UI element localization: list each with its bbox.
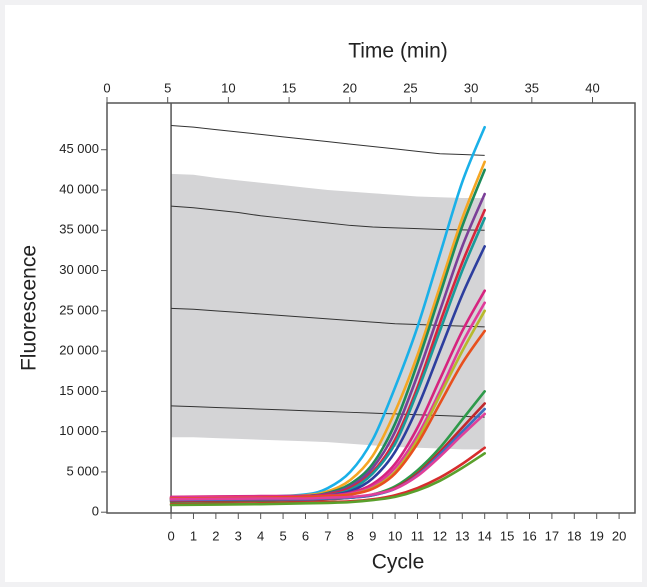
y-tick-label: 45 000	[59, 141, 99, 156]
top-tick-label: 5	[164, 80, 171, 95]
top-tick-label: 10	[221, 80, 235, 95]
y-axis-title: Fluorescence	[18, 245, 41, 371]
x-tick-label: 20	[612, 528, 626, 543]
plot-layer	[169, 103, 486, 513]
x-tick-label: 16	[522, 528, 536, 543]
amplification-curve	[169, 412, 486, 501]
top-axis-title: Time (min)	[348, 40, 448, 63]
top-tick-label: 35	[525, 80, 539, 95]
x-tick-label: 1	[190, 528, 197, 543]
x-tick-label: 7	[324, 528, 331, 543]
x-axis-title: Cycle	[372, 551, 425, 574]
x-tick-label: 0	[167, 528, 174, 543]
top-tick-label: 25	[403, 80, 417, 95]
y-tick-label: 25 000	[59, 302, 99, 317]
threshold-line	[171, 205, 485, 231]
threshold-line	[171, 307, 485, 328]
top-tick-label: 20	[343, 80, 357, 95]
x-tick-label: 10	[388, 528, 402, 543]
x-tick-label: 12	[433, 528, 447, 543]
x-tick-label: 18	[567, 528, 581, 543]
x-tick-label: 9	[369, 528, 376, 543]
y-tick-label: 0	[92, 504, 99, 519]
y-tick-label: 15 000	[59, 383, 99, 398]
x-tick-label: 17	[545, 528, 559, 543]
x-tick-label: 2	[212, 528, 219, 543]
x-tick-label: 3	[235, 528, 242, 543]
amplification-curve	[169, 452, 486, 507]
x-tick-label: 6	[302, 528, 309, 543]
top-tick-label: 15	[282, 80, 296, 95]
x-tick-label: 15	[500, 528, 514, 543]
y-tick-label: 10 000	[59, 423, 99, 438]
x-tick-label: 8	[347, 528, 354, 543]
confidence-band	[171, 173, 485, 450]
x-tick-label: 19	[589, 528, 603, 543]
y-tick-label: 35 000	[59, 222, 99, 237]
x-tick-label: 11	[411, 528, 425, 543]
x-tick-label: 13	[455, 528, 469, 543]
y-tick-label: 5 000	[66, 463, 99, 478]
x-tick-label: 14	[477, 528, 491, 543]
x-tick-label: 4	[257, 528, 264, 543]
top-tick-label: 30	[464, 80, 478, 95]
top-tick-label: 40	[585, 80, 599, 95]
threshold-line	[171, 125, 485, 156]
x-tick-label: 5	[279, 528, 286, 543]
y-tick-label: 30 000	[59, 262, 99, 277]
top-tick-label: 0	[103, 80, 110, 95]
plot-frame	[106, 102, 636, 514]
y-tick-label: 20 000	[59, 343, 99, 358]
y-tick-label: 40 000	[59, 181, 99, 196]
